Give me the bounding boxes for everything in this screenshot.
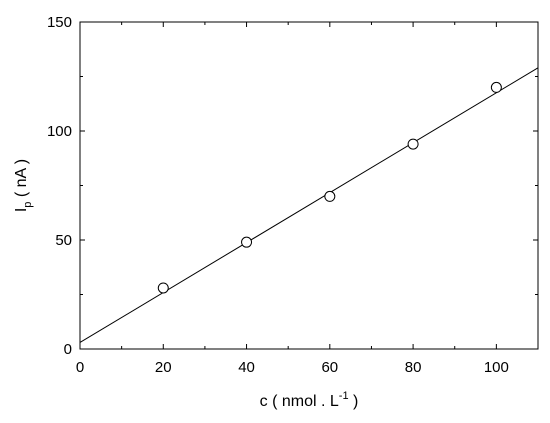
y-tick-label: 100 xyxy=(47,123,72,140)
data-point xyxy=(490,81,502,93)
x-axis-label-superscript: -1 xyxy=(339,390,349,402)
y-axis-label-end: ( nA ) xyxy=(13,159,30,202)
data-point xyxy=(407,138,419,150)
y-tick-label: 150 xyxy=(47,14,72,31)
fit-line-layer xyxy=(79,67,539,343)
x-axis-label: c ( nmol . L-1 ) xyxy=(260,390,359,410)
plot-frame xyxy=(79,21,539,350)
y-axis-label: Ip ( nA ) xyxy=(13,159,34,212)
x-tick-label: 100 xyxy=(484,359,509,376)
y-axis-label-subscript: p xyxy=(22,202,34,208)
x-tick-label: 0 xyxy=(76,359,84,376)
y-tick-label: 50 xyxy=(55,232,72,249)
data-point xyxy=(157,282,169,294)
data-point xyxy=(241,236,253,248)
x-tick-label: 60 xyxy=(321,359,338,376)
y-tick-label: 0 xyxy=(64,341,72,358)
x-axis-label-end: ) xyxy=(349,393,359,410)
ticks-layer xyxy=(79,21,538,350)
points-layer xyxy=(157,81,502,294)
x-tick-label: 80 xyxy=(405,359,422,376)
x-tick-label: 20 xyxy=(155,359,172,376)
x-axis-label-main: c ( nmol . L xyxy=(260,393,339,410)
x-tick-label: 40 xyxy=(238,359,255,376)
y-axis-label-main: I xyxy=(13,208,30,212)
tick-labels-layer: 0 20 40 60 80 100 0 50 100 150 xyxy=(47,14,509,376)
data-point xyxy=(324,190,336,202)
fit-line xyxy=(79,67,539,343)
